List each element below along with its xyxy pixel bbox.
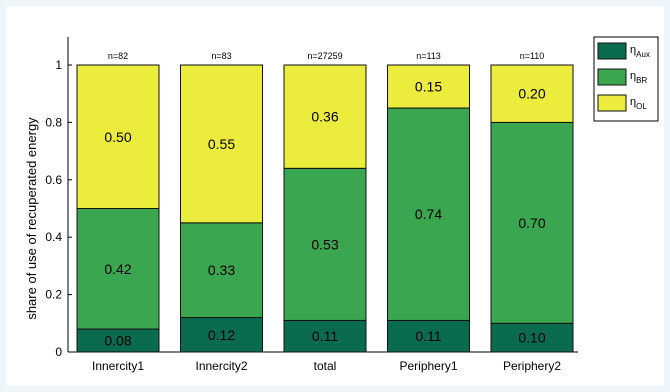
data-label: 0.15 bbox=[415, 79, 442, 95]
bar-segment bbox=[76, 64, 160, 209]
data-label: 0.08 bbox=[104, 333, 131, 349]
n-label: n=82 bbox=[108, 51, 128, 61]
data-label: 0.53 bbox=[311, 236, 338, 252]
data-label: 0.42 bbox=[104, 261, 131, 277]
n-label: n=113 bbox=[416, 51, 441, 61]
y-tick-label: 0 bbox=[55, 345, 62, 359]
bar-segment bbox=[387, 319, 470, 353]
bar-segment bbox=[283, 64, 367, 169]
n-label: n=83 bbox=[211, 51, 231, 61]
bar-segment bbox=[283, 319, 367, 353]
legend-entry: ηBR bbox=[630, 70, 647, 85]
legend: ηAux ηBR ηOL bbox=[593, 36, 659, 122]
data-label: 0.11 bbox=[415, 328, 441, 344]
bar-segment bbox=[180, 222, 263, 319]
bar-segment bbox=[387, 107, 470, 321]
data-label: 0.70 bbox=[518, 215, 545, 231]
y-tick-label: 0.4 bbox=[45, 230, 62, 244]
data-label: 0.11 bbox=[312, 328, 338, 344]
bar-segment bbox=[180, 64, 263, 224]
n-label: n=27259 bbox=[307, 51, 342, 61]
bar-segment bbox=[387, 64, 470, 109]
data-label: 0.12 bbox=[208, 327, 235, 343]
x-tick-label: Periphery1 bbox=[399, 359, 457, 373]
x-tick-label: Periphery2 bbox=[503, 359, 561, 373]
legend-entry: ηAux bbox=[630, 44, 650, 59]
data-label: 0.10 bbox=[518, 330, 545, 346]
data-label: 0.36 bbox=[311, 109, 338, 125]
y-tick-label: 0.6 bbox=[45, 173, 62, 187]
data-label: 0.74 bbox=[415, 206, 442, 222]
bar-segment bbox=[490, 121, 574, 324]
bar-segment bbox=[76, 208, 160, 330]
bar-segment bbox=[180, 317, 263, 353]
n-label: n=110 bbox=[520, 51, 545, 61]
bars: 0.08 0.42 0.50 n=82 Innercity1 0.12 0.33 0.55 n=… bbox=[76, 51, 574, 373]
y-tick-label: 1 bbox=[55, 58, 62, 72]
legend-entry: ηOL bbox=[630, 96, 647, 111]
legend-swatch bbox=[597, 42, 627, 60]
data-label: 0.50 bbox=[104, 129, 131, 145]
bar-segment bbox=[283, 167, 367, 321]
y-tick-label: 0.8 bbox=[45, 115, 62, 129]
bar-segment bbox=[490, 64, 574, 123]
x-tick-label: Innercity2 bbox=[195, 359, 247, 373]
data-label: 0.55 bbox=[208, 136, 235, 152]
x-tick-label: Innercity1 bbox=[92, 359, 144, 373]
legend-swatch bbox=[597, 68, 627, 86]
legend-swatch bbox=[597, 94, 627, 112]
data-label: 0.20 bbox=[518, 86, 545, 102]
y-axis-label: share of use of recuperated energy bbox=[24, 117, 39, 320]
data-label: 0.33 bbox=[208, 262, 235, 278]
y-tick-label: 0.2 bbox=[45, 288, 62, 302]
x-tick-label: total bbox=[314, 359, 337, 373]
